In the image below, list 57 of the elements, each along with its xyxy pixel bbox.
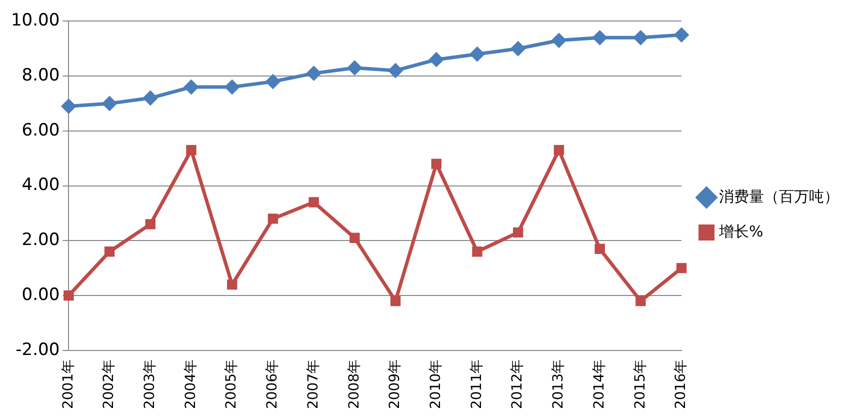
- point: [633, 30, 648, 46]
- x-tick-label: 2014年: [591, 359, 608, 410]
- point: [102, 96, 118, 111]
- point: [472, 246, 482, 257]
- point: [510, 41, 526, 56]
- point: [428, 52, 444, 68]
- x-tick-label: 2015年: [632, 359, 648, 410]
- point: [350, 232, 360, 243]
- y-tick-label: 2.00: [22, 230, 60, 250]
- point: [265, 74, 280, 90]
- y-tick-label: 0.00: [22, 284, 60, 305]
- point: [184, 80, 199, 95]
- point: [674, 27, 689, 42]
- legend-label: 增长%: [718, 222, 764, 240]
- y-tick-label: 4.00: [22, 175, 60, 196]
- x-tick-label: 2012年: [510, 359, 526, 410]
- legend-label: 消费量（百万吨）: [719, 187, 839, 206]
- x-tick-label: 2010年: [428, 359, 444, 410]
- x-tick-label: 2013年: [550, 359, 567, 410]
- point: [145, 219, 156, 230]
- point: [308, 197, 319, 208]
- point: [61, 98, 76, 114]
- point: [186, 145, 196, 156]
- point: [347, 60, 362, 76]
- point: [388, 63, 404, 78]
- x-tick-label: 2006年: [264, 359, 281, 410]
- point: [224, 80, 240, 95]
- point: [226, 279, 238, 290]
- point: [104, 246, 115, 257]
- point: [554, 145, 564, 156]
- x-tick-label: 2003年: [142, 359, 158, 410]
- point: [636, 296, 646, 306]
- y-tick-label: 10.00: [10, 10, 60, 31]
- x-tick-label: 2002年: [101, 359, 118, 410]
- x-tick-label: 2009年: [387, 359, 404, 410]
- x-tick-label: 2001年: [60, 359, 76, 410]
- point: [470, 46, 485, 62]
- point: [512, 227, 524, 238]
- point: [268, 214, 278, 224]
- y-tick-label: 6.00: [22, 120, 60, 140]
- point: [142, 90, 158, 106]
- y-tick-label: -2.00: [16, 340, 60, 360]
- point: [592, 30, 608, 46]
- x-tick-label: 2005年: [224, 359, 240, 410]
- y-tick-label: 8.00: [22, 65, 60, 86]
- x-tick-label: 2007年: [305, 359, 322, 410]
- point: [64, 290, 74, 301]
- x-tick-label: 2004年: [182, 359, 199, 410]
- point: [306, 66, 322, 81]
- x-tick-label: 2011年: [468, 359, 485, 410]
- point: [676, 262, 687, 274]
- point: [551, 32, 566, 48]
- x-tick-label: 2008年: [346, 359, 362, 410]
- x-tick-label: 2016年: [673, 359, 690, 410]
- point: [594, 244, 605, 254]
- point: [390, 296, 401, 306]
- point: [431, 158, 442, 169]
